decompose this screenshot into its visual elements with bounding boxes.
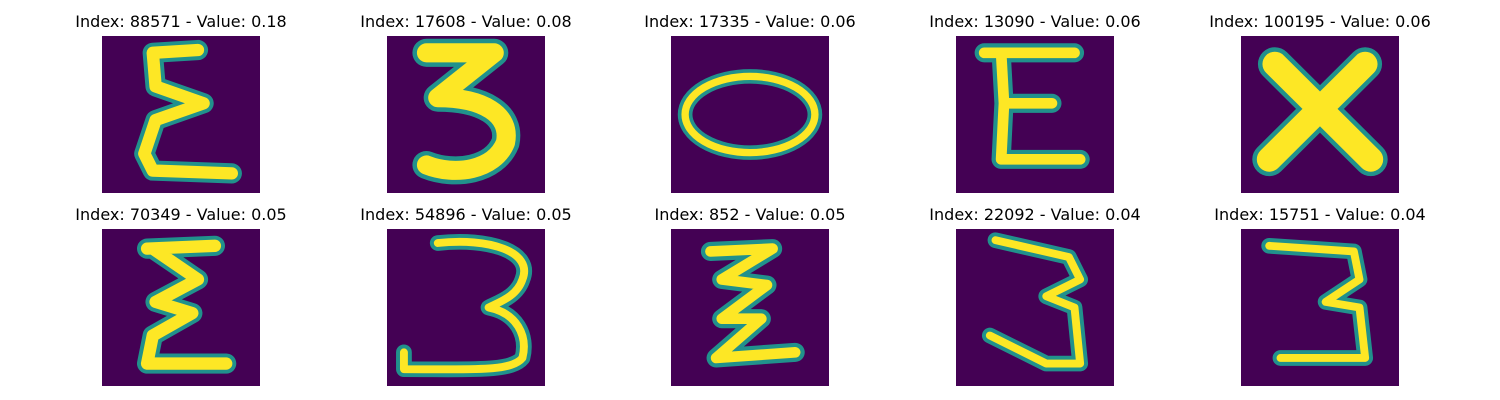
glyph-image <box>671 229 829 386</box>
glyph-image <box>956 229 1114 386</box>
glyph-image <box>102 36 260 193</box>
panel-title: Index: 22092 - Value: 0.04 <box>929 205 1141 224</box>
panel-title: Index: 17335 - Value: 0.06 <box>644 12 856 31</box>
glyph-image <box>387 229 545 386</box>
panel-title: Index: 54896 - Value: 0.05 <box>360 205 572 224</box>
panel-title: Index: 70349 - Value: 0.05 <box>75 205 287 224</box>
panel-title: Index: 88571 - Value: 0.18 <box>75 12 287 31</box>
glyph-image <box>1241 36 1399 193</box>
glyph-image <box>387 36 545 193</box>
glyph-image <box>671 36 829 193</box>
glyph-image <box>102 229 260 386</box>
glyph-image <box>1241 229 1399 386</box>
panel-title: Index: 17608 - Value: 0.08 <box>360 12 572 31</box>
glyph-image <box>956 36 1114 193</box>
panel-title: Index: 15751 - Value: 0.04 <box>1214 205 1426 224</box>
panel-title: Index: 13090 - Value: 0.06 <box>929 12 1141 31</box>
panel-title: Index: 852 - Value: 0.05 <box>654 205 846 224</box>
panel-title: Index: 100195 - Value: 0.06 <box>1209 12 1431 31</box>
